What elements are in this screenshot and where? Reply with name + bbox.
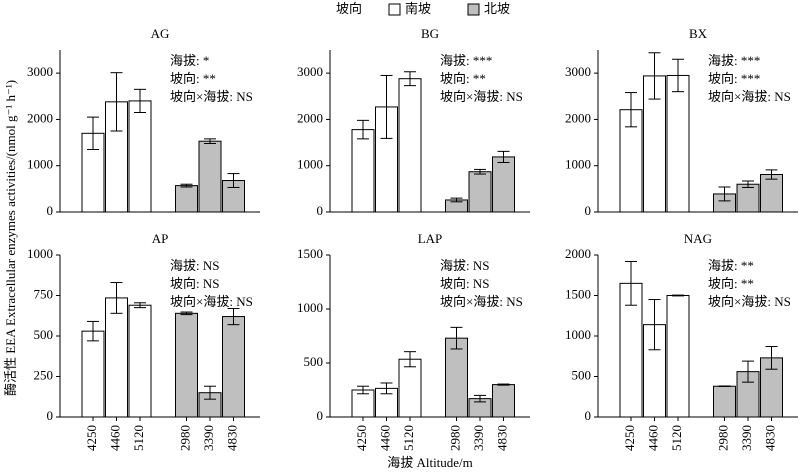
y-tick-label: 1000 — [297, 300, 323, 315]
legend-swatch — [388, 3, 401, 16]
bar — [175, 312, 198, 418]
panel-title: LAP — [418, 231, 443, 246]
y-tick-label: 500 — [34, 327, 54, 342]
bar — [351, 129, 375, 213]
panel-title: BX — [689, 26, 708, 41]
bar — [198, 140, 222, 213]
y-tick-label: 250 — [34, 367, 54, 382]
y-tick-label: 2000 — [565, 246, 591, 261]
y-tick-label: 500 — [572, 367, 592, 382]
bar — [666, 295, 690, 418]
bar — [128, 304, 152, 418]
y-tick-label: 1000 — [565, 157, 591, 172]
annotation: 坡向: *** — [708, 71, 760, 86]
y-tick-label: 1500 — [297, 246, 323, 261]
annotation: 坡向×海拔: NS — [708, 89, 791, 104]
x-tick-label: 4460 — [645, 425, 660, 451]
bar — [468, 171, 492, 213]
annotation: 海拔: NS — [170, 258, 219, 273]
y-tick-label: 0 — [47, 203, 54, 218]
bar — [736, 183, 760, 213]
y-tick-label: 1000 — [297, 157, 323, 172]
x-tick-label: 4460 — [377, 425, 392, 451]
x-tick-label: 3390 — [471, 425, 486, 451]
x-tick-label: 4460 — [107, 425, 122, 451]
y-tick-label: 3000 — [565, 64, 591, 79]
x-tick-label: 3390 — [201, 425, 216, 451]
annotation: 坡向: ** — [440, 71, 486, 86]
bar — [222, 316, 245, 418]
annotation: 坡向×海拔: NS — [170, 89, 253, 104]
annotation: 海拔: ** — [708, 258, 754, 273]
bar — [81, 330, 105, 418]
x-tick-label: 3390 — [739, 425, 754, 451]
y-tick-label: 2000 — [27, 110, 53, 125]
y-tick-label: 0 — [585, 408, 592, 423]
bar — [175, 185, 198, 213]
bar — [713, 385, 736, 418]
y-tick-label: 1000 — [27, 157, 53, 172]
y-tick-label: 0 — [47, 408, 54, 423]
bar — [666, 74, 690, 213]
bar — [760, 174, 783, 213]
x-tick-label: 4830 — [494, 425, 509, 451]
x-tick-label: 5120 — [669, 425, 684, 451]
legend-label: 北坡 — [484, 1, 510, 16]
y-tick-label: 750 — [34, 286, 54, 301]
y-tick-label: 3000 — [297, 64, 323, 79]
y-tick-label: 0 — [317, 408, 324, 423]
y-tick-label: 2000 — [565, 110, 591, 125]
legend-label: 南坡 — [405, 1, 431, 16]
annotation: 坡向: ** — [708, 276, 754, 291]
x-tick-label: 5120 — [131, 425, 146, 451]
annotation: 坡向×海拔: NS — [440, 89, 523, 104]
panel-title: AG — [151, 26, 170, 41]
annotation: 坡向×海拔: NS — [708, 294, 791, 309]
legend-title: 坡向 — [336, 1, 362, 16]
annotation: 海拔: *** — [440, 53, 492, 68]
x-tick-label: 4830 — [762, 425, 777, 451]
panel-title: NAG — [684, 231, 712, 246]
x-axis-label: 海拔 Altitude/m — [387, 455, 473, 470]
bar — [398, 78, 422, 213]
y-tick-label: 3000 — [27, 64, 53, 79]
y-tick-label: 500 — [304, 354, 324, 369]
y-tick-label: 0 — [585, 203, 592, 218]
x-tick-label: 4250 — [622, 425, 637, 451]
annotation: 海拔: *** — [708, 53, 760, 68]
annotation: 坡向: ** — [170, 71, 216, 86]
bar — [398, 358, 422, 418]
bar — [128, 100, 152, 213]
x-tick-label: 2980 — [447, 425, 462, 451]
bar — [105, 297, 128, 418]
annotation: 坡向×海拔: NS — [440, 294, 523, 309]
x-tick-label: 4830 — [224, 425, 239, 451]
annotation: 坡向×海拔: NS — [170, 294, 253, 309]
x-tick-label: 4250 — [84, 425, 99, 451]
x-tick-label: 4250 — [354, 425, 369, 451]
panel-title: BG — [421, 26, 439, 41]
annotation: 坡向: NS — [170, 276, 219, 291]
panel-title: AP — [152, 231, 169, 246]
x-tick-label: 5120 — [401, 425, 416, 451]
y-tick-label: 1500 — [565, 286, 591, 301]
x-tick-label: 2980 — [177, 425, 192, 451]
annotation: 坡向: NS — [440, 276, 489, 291]
annotation: 海拔: * — [170, 53, 209, 68]
bar — [492, 156, 515, 213]
legend-swatch — [467, 3, 480, 16]
x-tick-label: 2980 — [715, 425, 730, 451]
y-tick-label: 2000 — [297, 110, 323, 125]
annotation: 海拔: NS — [440, 258, 489, 273]
bar — [445, 337, 468, 418]
y-axis-label: 酶活性 EEA Extracellular enzymes activities… — [3, 80, 18, 396]
bar — [492, 384, 515, 418]
y-tick-label: 1000 — [27, 246, 53, 261]
y-tick-label: 1000 — [565, 327, 591, 342]
y-tick-label: 0 — [317, 203, 324, 218]
